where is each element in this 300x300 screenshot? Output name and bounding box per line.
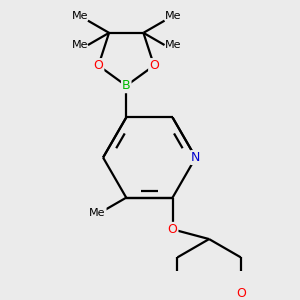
Text: Me: Me [164,11,181,21]
Text: Me: Me [164,40,181,50]
Text: N: N [191,151,200,164]
Text: O: O [168,223,178,236]
Text: Me: Me [89,208,106,218]
Text: O: O [94,59,103,72]
Text: Me: Me [71,11,88,21]
Text: Me: Me [71,40,88,50]
Text: O: O [236,287,246,300]
Text: O: O [149,59,159,72]
Text: B: B [122,79,130,92]
